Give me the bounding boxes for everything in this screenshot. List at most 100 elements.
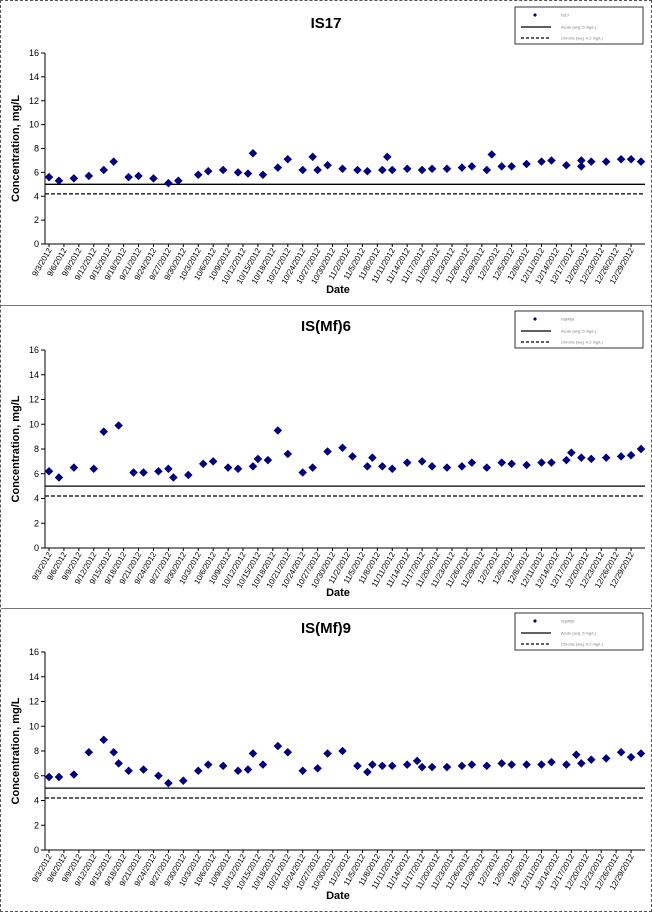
data-point [149,173,158,183]
data-point [258,170,268,180]
data-point [114,421,124,430]
y-tick-label: 16 [29,345,39,355]
data-point [576,156,586,165]
y-axis-title: Concentration, mg/L [10,395,22,502]
data-point [427,461,437,471]
legend-entry: Acute (avg. 5 mg/L) [561,25,597,30]
data-point [368,453,377,463]
y-tick-label: 10 [29,120,39,130]
data-point [576,453,586,463]
data-point [223,463,233,472]
legend-entry: IS(Mf)6 [561,317,575,322]
data-point [616,452,626,461]
data-point [387,165,397,175]
y-tick-label: 8 [34,144,39,154]
data-point [377,165,387,175]
data-point [363,166,372,176]
y-axis-title: Concentration, mg/L [10,697,22,804]
data-point [44,466,54,476]
y-tick-label: 14 [29,72,39,82]
data-point [636,157,646,166]
data-point [537,760,546,769]
data-point [626,752,636,762]
y-tick-label: 16 [29,48,39,58]
data-point [363,767,372,777]
data-point [497,458,507,467]
data-point [323,749,332,758]
data-point [218,761,228,771]
y-tick-label: 4 [34,191,39,201]
data-point [507,162,517,171]
data-point [44,172,54,182]
data-point [69,173,79,183]
data-point [547,757,556,767]
y-axis-title: Concentration, mg/L [10,95,22,202]
data-point [164,464,173,474]
data-point [243,169,253,178]
data-point [348,452,357,461]
data-point [99,427,109,437]
data-point [273,426,283,435]
data-point [387,761,397,771]
data-point [313,763,322,773]
data-point [417,762,427,772]
data-point [576,759,586,768]
data-point [283,449,293,459]
data-point [273,163,283,172]
data-point [601,754,611,763]
data-point [139,468,148,477]
data-point [482,463,492,472]
chart-panel-is17: IS17 Concentration, mg/L 0 2 4 6 8 10 12 14 16 9/3/… [1,1,651,304]
data-point [323,160,332,170]
x-axis-title: Date [326,890,350,902]
data-point [626,154,636,164]
data-point [54,772,64,782]
y-tick-label: 6 [34,771,39,781]
data-point [203,166,213,176]
data-point [547,156,556,165]
y-tick-label: 2 [34,215,39,225]
y-tick-label: 10 [29,419,39,429]
y-tick-label: 0 [34,543,39,553]
data-point [298,766,308,776]
data-point [427,762,437,772]
data-point [562,455,571,465]
legend-entry: Chronic (avg. 4.2 mg/L) [561,340,603,345]
data-point [537,458,546,467]
y-tick-label: 0 [34,845,39,855]
legend-entry: Chronic (avg. 4.2 mg/L) [561,642,603,647]
data-point [571,750,581,760]
data-point [338,443,347,453]
data-point [173,176,183,186]
data-point [323,447,332,456]
data-point [193,170,203,180]
data-point [84,171,94,181]
data-point [427,164,437,174]
data-point [164,778,173,788]
y-tick-label: 4 [34,796,39,806]
data-point [69,463,79,472]
data-point [482,761,492,771]
data-point [402,458,412,467]
data-point [412,756,422,766]
data-point [99,735,109,745]
data-point [522,760,531,769]
data-point [218,165,228,175]
chart-panel-ismf6: IS(Mf)6 Concentration, mg/L 0 2 4 6 8 10 12 14 16 9… [1,305,651,608]
data-point [616,154,626,164]
data-point [169,473,178,482]
y-tick-label: 12 [29,96,39,106]
data-point [124,172,133,182]
data-point [248,148,258,158]
legend-entry: IS17 [561,13,570,18]
data-point [109,747,119,757]
data-point [601,157,611,166]
data-point [442,762,452,772]
data-point [134,171,143,181]
data-point [377,461,387,471]
data-point [417,457,427,466]
legend-marker-series [533,13,537,17]
legend-marker-series [533,317,537,321]
x-axis-title: Date [326,587,350,599]
